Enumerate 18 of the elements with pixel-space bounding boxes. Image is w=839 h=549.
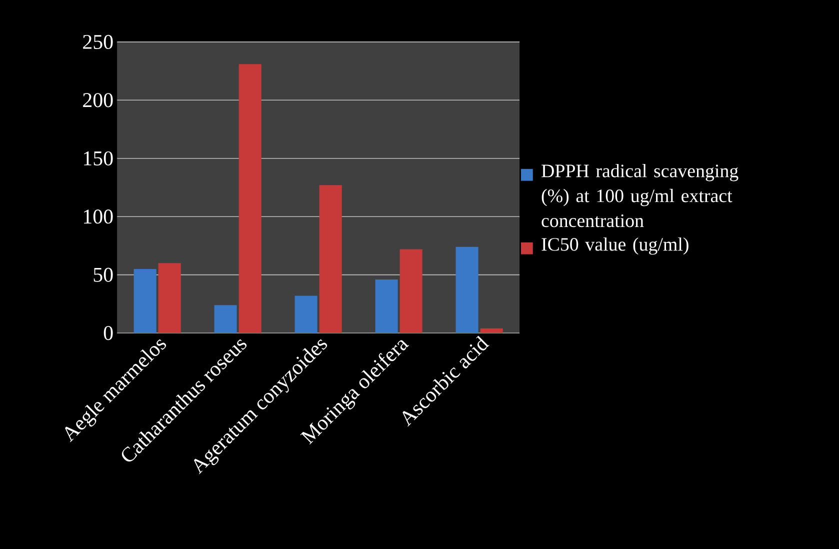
bar <box>400 249 422 334</box>
legend-label: IC50 value (ug/ml) <box>542 237 688 255</box>
bar <box>214 305 237 334</box>
y-tick-label: 250 <box>83 34 113 49</box>
bar <box>294 296 318 334</box>
legend-label: DPPH radical scavenging (%) at 100 ug/ml extract concentration <box>542 164 738 228</box>
y-tick-label: 150 <box>84 151 113 166</box>
bar <box>158 263 181 334</box>
bar <box>319 185 342 334</box>
bar <box>134 268 156 334</box>
y-tick-label: 0 <box>104 326 113 340</box>
bar <box>456 246 478 334</box>
y-tick-label: 100 <box>84 210 113 224</box>
bar <box>375 279 398 334</box>
y-tick-label: 200 <box>83 93 113 108</box>
y-tick-label: 50 <box>94 268 113 282</box>
bar <box>480 328 503 334</box>
bar <box>238 64 262 334</box>
